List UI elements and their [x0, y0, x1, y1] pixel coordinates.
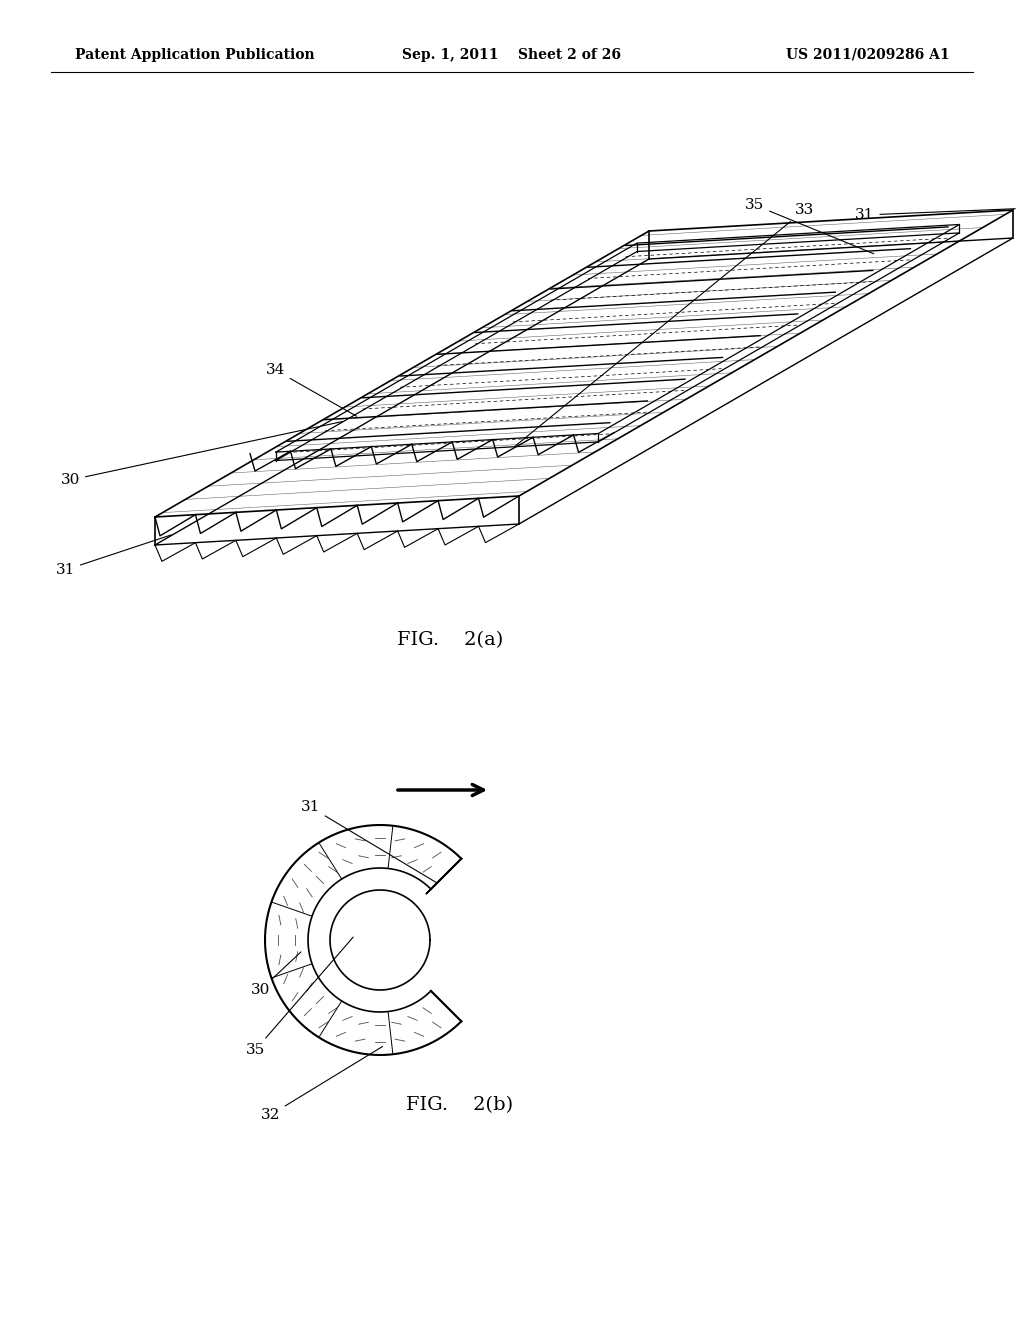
Text: Patent Application Publication: Patent Application Publication [75, 48, 314, 62]
Text: 35: 35 [246, 937, 353, 1057]
Text: 30: 30 [60, 421, 342, 487]
Text: FIG.    2(a): FIG. 2(a) [397, 631, 503, 649]
Text: Sep. 1, 2011    Sheet 2 of 26: Sep. 1, 2011 Sheet 2 of 26 [402, 48, 622, 62]
Text: 31: 31 [855, 209, 1015, 222]
Text: 31: 31 [301, 800, 436, 883]
Text: US 2011/0209286 A1: US 2011/0209286 A1 [786, 48, 950, 62]
Text: 35: 35 [745, 198, 873, 253]
Text: 32: 32 [261, 1047, 383, 1122]
Text: 33: 33 [515, 203, 814, 446]
Text: 31: 31 [55, 535, 171, 577]
Text: 34: 34 [265, 363, 356, 416]
Text: 30: 30 [251, 952, 301, 997]
Text: FIG.    2(b): FIG. 2(b) [407, 1096, 514, 1114]
